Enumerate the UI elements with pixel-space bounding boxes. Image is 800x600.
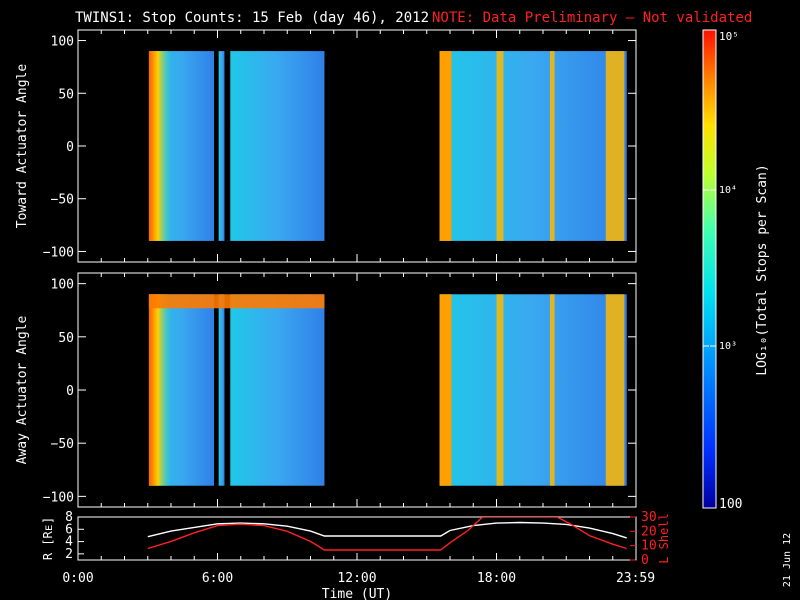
heatmap-block [230, 294, 325, 486]
right-y-tick-label: 0 [641, 553, 649, 568]
heatmap-warm-edge [439, 294, 452, 486]
colorbar-gradient [702, 29, 717, 509]
y-tick-label: −100 [43, 245, 74, 260]
colorbar-label: LOG₁₀(Total Stops per Scan) [755, 164, 770, 375]
y-tick-label: 100 [51, 278, 74, 293]
y-tick-label: −100 [43, 490, 74, 505]
heatmap-block [230, 51, 325, 241]
y-axis-label: Away Actuator Angle [15, 315, 30, 464]
heatmap-warm-edge [148, 294, 172, 486]
heatmap-block [218, 294, 225, 486]
left-y-tick-label: 4 [65, 535, 73, 550]
heatmap-high-band [496, 294, 504, 486]
heatmap-panel [148, 294, 627, 486]
right-y-tick-label: 20 [641, 524, 657, 539]
y-tick-label: 100 [51, 35, 74, 50]
y-tick-label: 50 [58, 331, 74, 346]
heatmap-block [218, 51, 225, 241]
x-tick-label: 23:59 [616, 571, 655, 586]
radius-axis-label: R [Rᴇ] [41, 517, 55, 560]
colorbar-tick-label: 10⁴ [719, 185, 737, 196]
lshell-line [147, 517, 627, 551]
y-tick-label: 0 [66, 140, 74, 155]
chart-title: TWINS1: Stop Counts: 15 Feb (day 46), 20… [75, 10, 429, 26]
colorbar: 10⁵ 10⁴ 10³ 100 LOG₁₀(Total Stops per Sc… [702, 29, 770, 512]
left-y-tick-label: 8 [65, 510, 73, 525]
radius-line [147, 521, 627, 539]
heatmap-warm-edge [148, 51, 172, 241]
x-tick-label: 6:00 [202, 571, 233, 586]
y-tick-label: 0 [66, 384, 74, 399]
heatmap-panel [148, 51, 627, 241]
date-stamp: 21 Jun 12 [782, 533, 793, 587]
colorbar-tick-label: 10⁵ [719, 30, 739, 43]
right-y-tick-label: 30 [641, 510, 657, 525]
heatmap-block [439, 51, 627, 241]
lshell-axis-label: L Shell [657, 513, 671, 564]
y-tick-label: 50 [58, 87, 74, 102]
colorbar-tick-label: 10³ [719, 341, 737, 352]
x-tick-label: 0:00 [62, 571, 93, 586]
preliminary-note: NOTE: Data Preliminary – Not validated [432, 10, 752, 26]
heatmap-high-band [605, 294, 625, 486]
heatmap-block [439, 294, 627, 486]
heatmap-top-band [148, 294, 325, 309]
y-tick-label: −50 [51, 193, 74, 208]
colorbar-tick-label: 100 [719, 497, 742, 512]
left-y-tick-label: 2 [65, 547, 73, 562]
heatmap-warm-edge [439, 51, 452, 241]
x-tick-label: 12:00 [337, 571, 376, 586]
heatmap-high-band [496, 51, 504, 241]
x-tick-label: 18:00 [477, 571, 516, 586]
y-axis-label: Toward Actuator Angle [15, 64, 30, 229]
left-y-tick-label: 6 [65, 522, 73, 537]
heatmap-high-band [605, 51, 625, 241]
y-tick-label: −50 [51, 437, 74, 452]
right-y-tick-label: 10 [641, 539, 657, 554]
heatmap-high-band [549, 294, 555, 486]
heatmap-high-band [549, 51, 555, 241]
x-axis-label: Time (UT) [322, 587, 392, 600]
